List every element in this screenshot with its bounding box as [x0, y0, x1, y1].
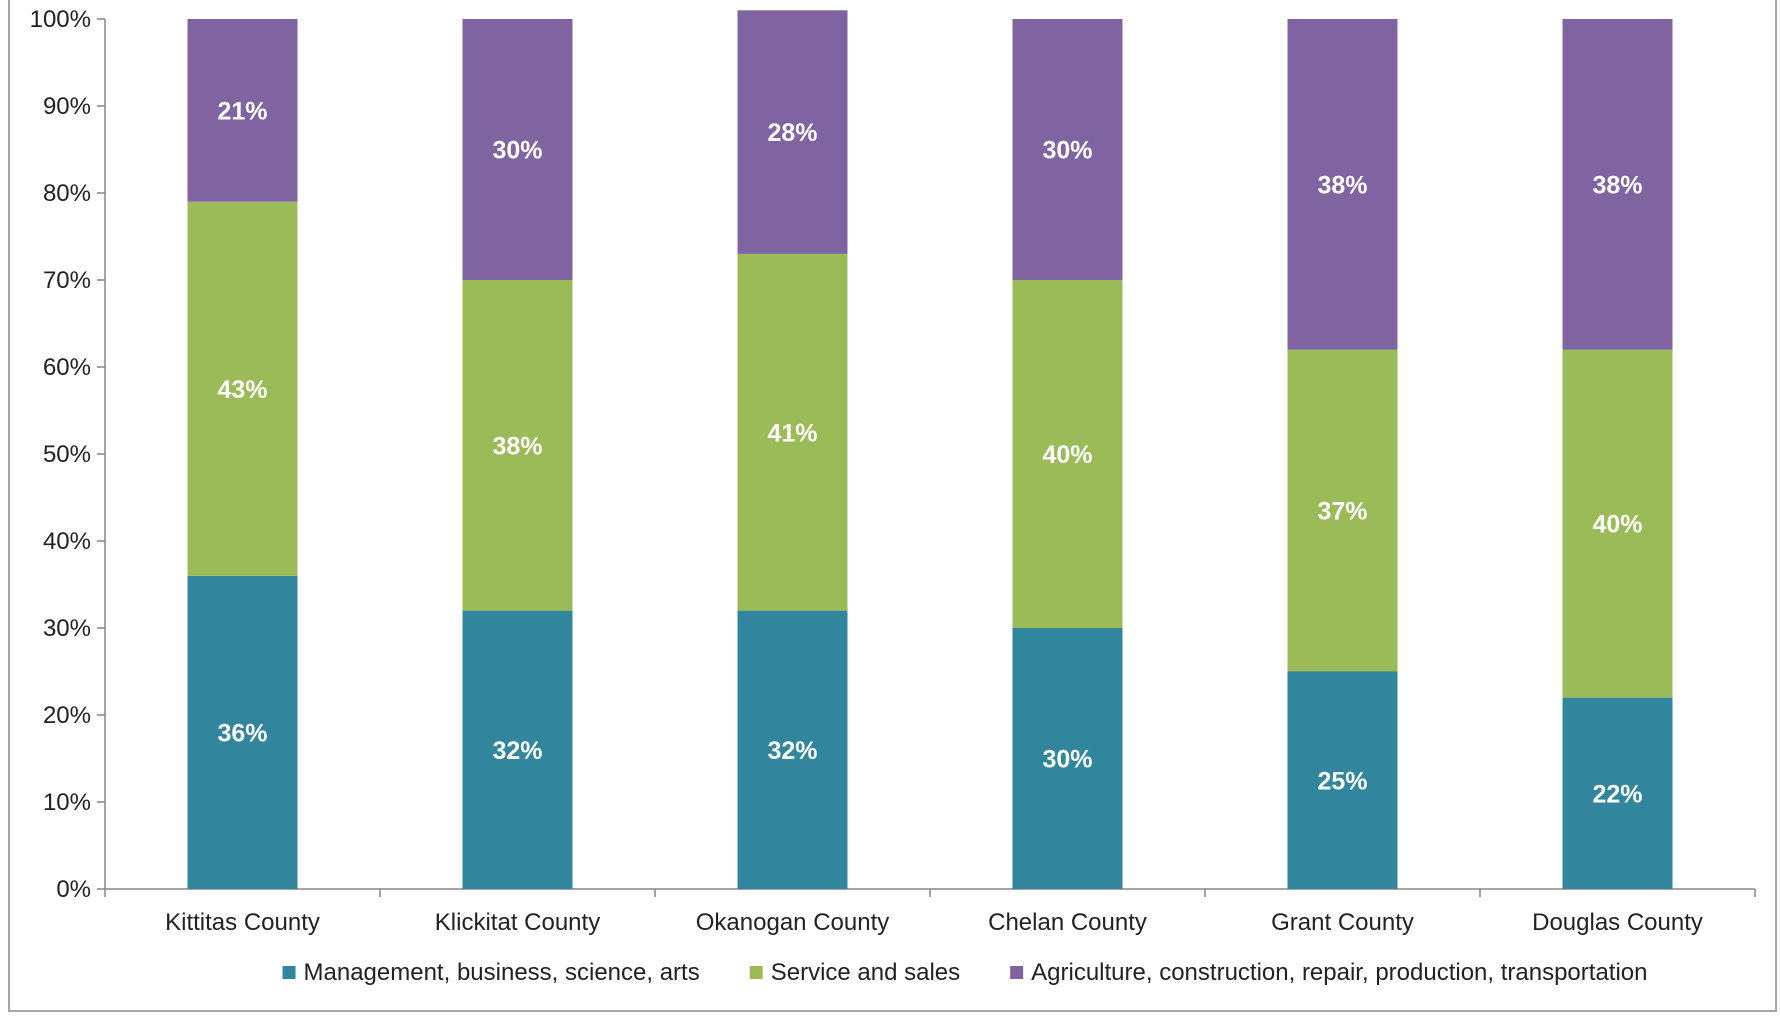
x-category-label: Grant County [1271, 909, 1414, 936]
legend-swatch [282, 966, 296, 979]
bar-segment [462, 280, 573, 611]
data-labels-layer: 36% 43% 21% 32% 38% 30% 32% 41% 28% 30% 40% 30% 25% 3… [217, 97, 1642, 808]
bar-segment [1287, 19, 1398, 350]
data-label: 38% [1317, 171, 1367, 199]
data-label: 37% [1317, 498, 1367, 526]
legend-label: Agriculture, construction, repair, produ… [1031, 959, 1647, 986]
bar-segment [1562, 349, 1673, 698]
bar-segment [187, 19, 298, 202]
y-tick-label: 50% [43, 441, 91, 468]
bar-segment [737, 610, 848, 889]
legend-swatch [1010, 966, 1024, 979]
chart-frame: 0% 10% 20% 30% 40% 50% 60% 70% 80% 90% 100% Kittita… [8, 0, 1777, 1012]
data-label: 38% [1592, 171, 1642, 199]
data-label: 25% [1317, 767, 1367, 795]
bar-segment [1562, 19, 1673, 350]
bar-segment [1012, 19, 1123, 280]
bar-segment [462, 19, 573, 280]
x-category-label: Douglas County [1532, 909, 1703, 936]
data-label: 30% [492, 137, 542, 165]
bar-segment [1287, 349, 1398, 672]
bars-layer [187, 10, 1673, 889]
y-tick-label: 90% [43, 93, 91, 120]
data-label: 40% [1592, 511, 1642, 539]
bar-segment [462, 610, 573, 889]
y-tick-label: 20% [43, 702, 91, 729]
data-label: 21% [217, 97, 267, 125]
data-label: 36% [217, 719, 267, 747]
legend-swatch [749, 966, 763, 979]
y-tick-label: 40% [43, 528, 91, 555]
data-label: 43% [217, 376, 267, 404]
legend-label: Management, business, science, arts [304, 959, 700, 986]
data-label: 41% [767, 419, 817, 447]
data-label: 38% [492, 432, 542, 460]
bar-segment [187, 575, 298, 889]
data-label: 22% [1592, 780, 1642, 808]
bar-segment [737, 10, 848, 254]
bar-segment [1287, 671, 1398, 889]
data-label: 28% [767, 119, 817, 147]
data-label: 32% [767, 737, 817, 765]
stacked-bar-chart: 0% 10% 20% 30% 40% 50% 60% 70% 80% 90% 100% Kittita… [30, 6, 1756, 986]
y-tick-label: 60% [43, 354, 91, 381]
x-category-label: Klickitat County [435, 909, 600, 936]
y-tick-label: 30% [43, 615, 91, 642]
bar-segment [1012, 280, 1123, 628]
y-tick-label: 80% [43, 180, 91, 207]
y-tick-label: 10% [43, 789, 91, 816]
data-label: 40% [1042, 441, 1092, 469]
x-category-label: Okanogan County [696, 909, 889, 936]
y-tick-label: 70% [43, 267, 91, 294]
y-tick-label: 0% [56, 876, 91, 903]
data-label: 32% [492, 737, 542, 765]
data-label: 30% [1042, 137, 1092, 165]
data-label: 30% [1042, 746, 1092, 774]
legend: Management, business, science, arts Servi… [282, 959, 1647, 986]
bar-segment [187, 201, 298, 576]
axis-layer: 0% 10% 20% 30% 40% 50% 60% 70% 80% 90% 100% Kittita… [30, 6, 1756, 936]
y-tick-label: 100% [30, 6, 91, 33]
bar-segment [1012, 628, 1123, 889]
bar-segment [737, 253, 848, 611]
x-category-label: Chelan County [988, 909, 1147, 936]
x-category-label: Kittitas County [165, 909, 320, 936]
legend-label: Service and sales [771, 959, 960, 986]
bar-segment [1562, 697, 1673, 889]
